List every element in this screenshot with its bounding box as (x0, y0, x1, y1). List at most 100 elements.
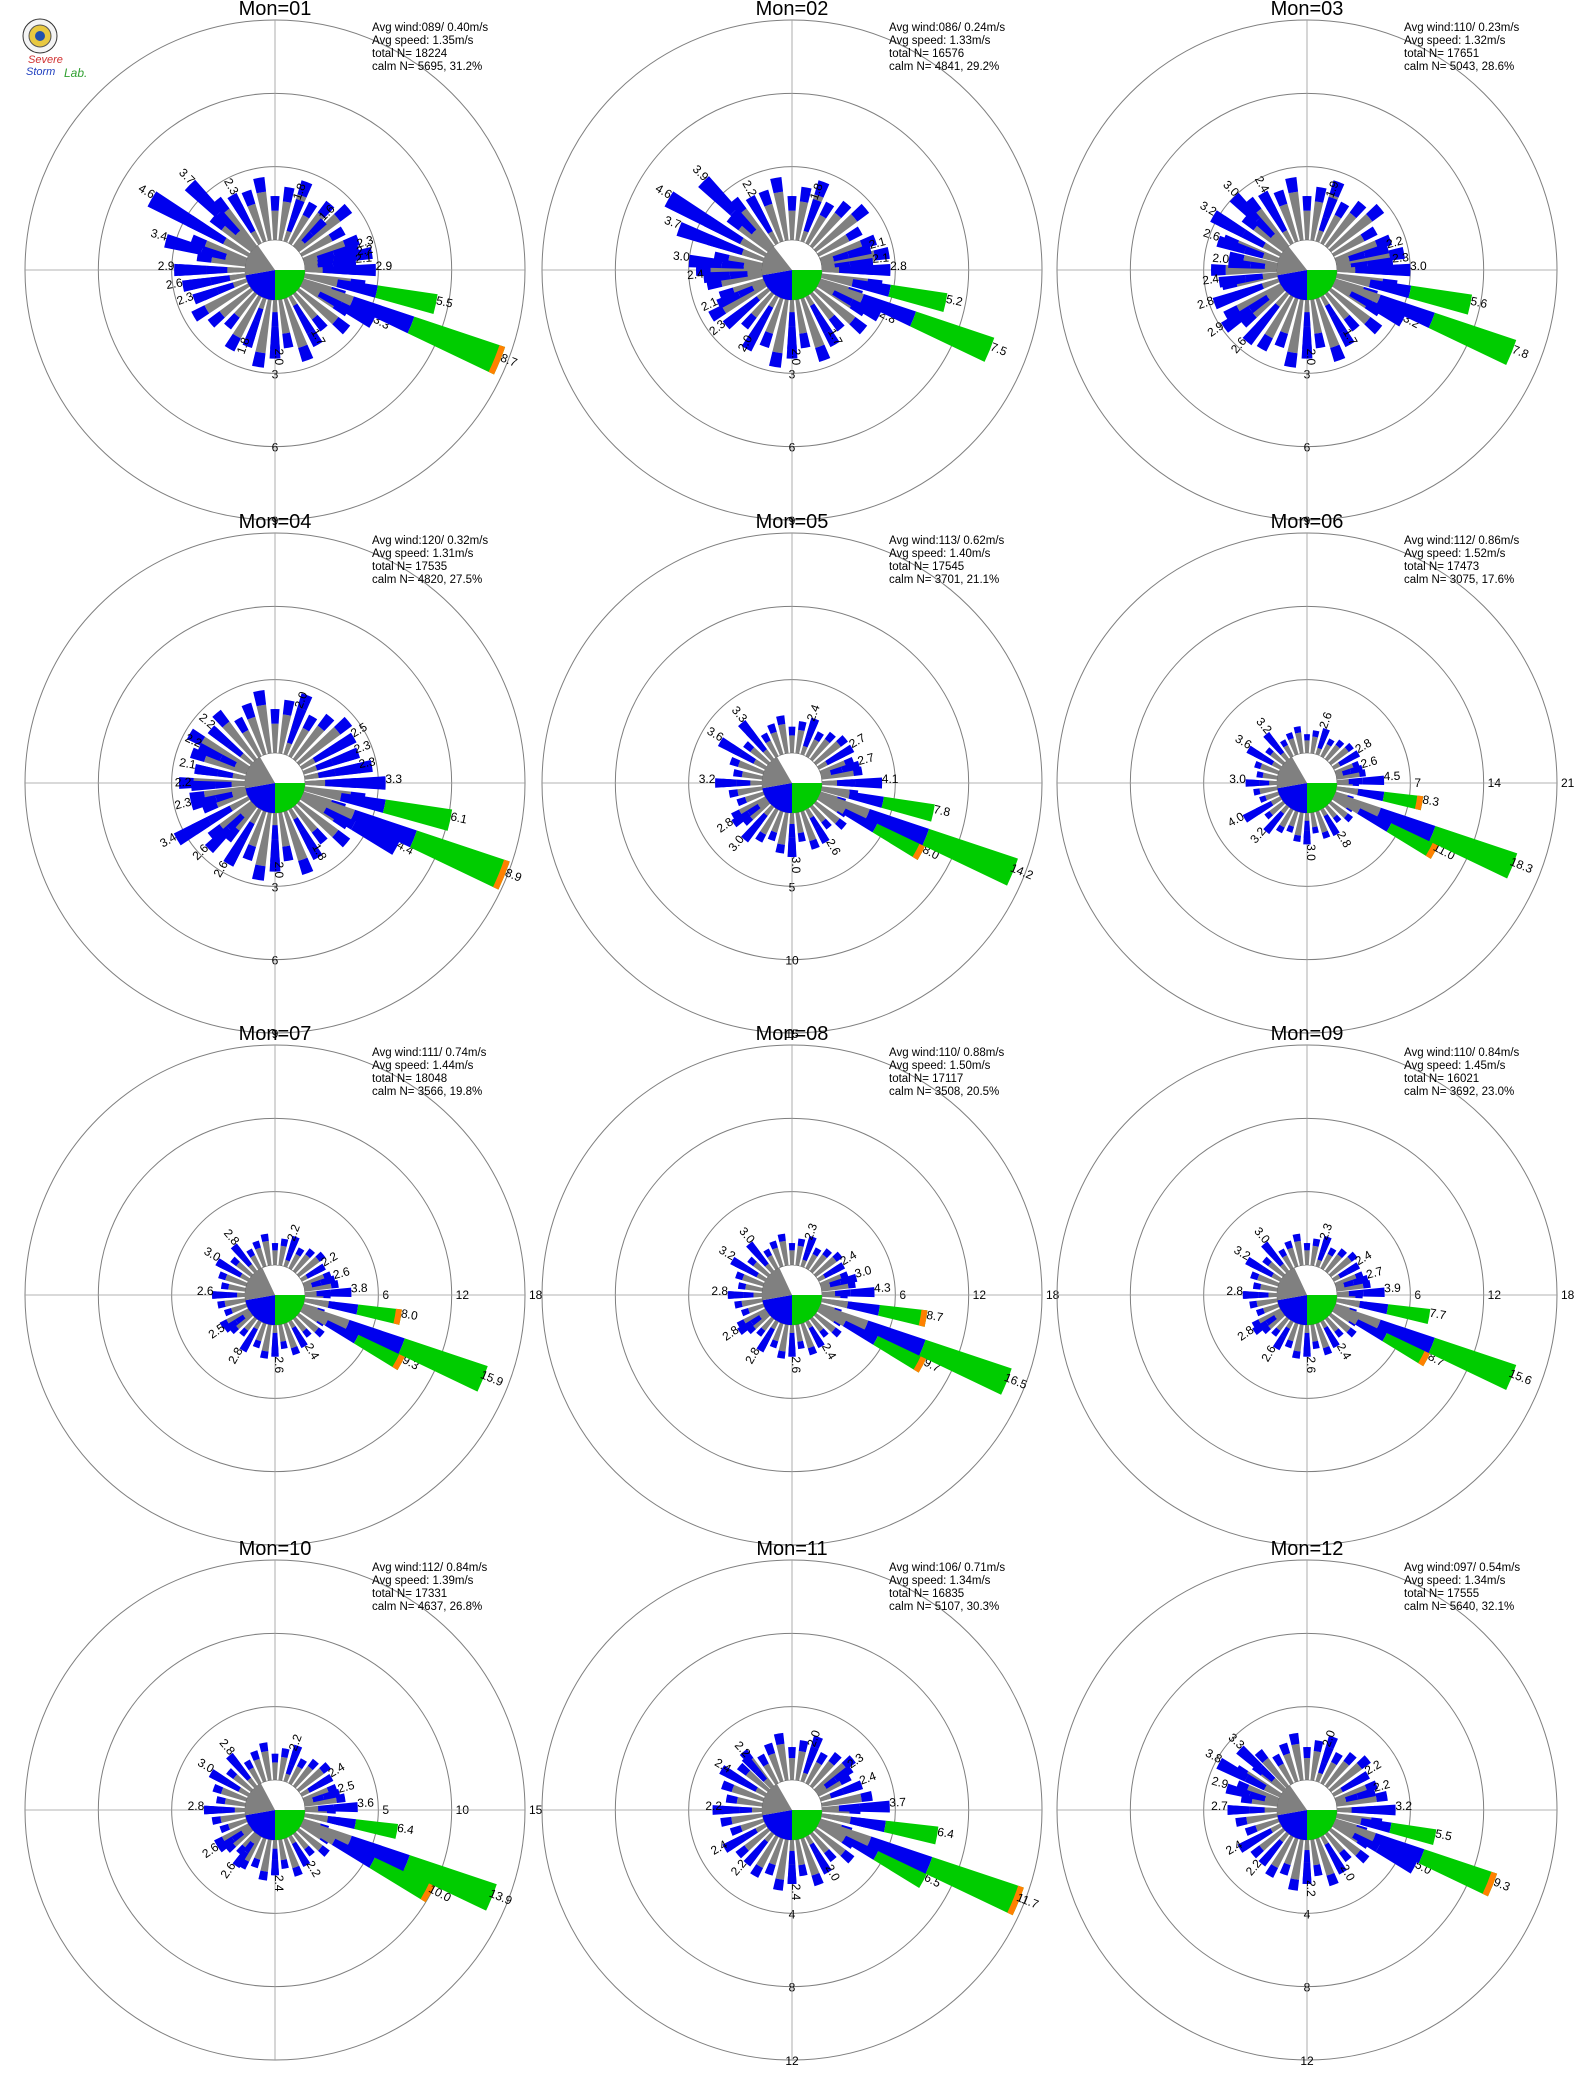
rose-spoke-tip (217, 1300, 226, 1309)
rose-spoke (1295, 732, 1304, 754)
rose-bar-blue (1250, 261, 1266, 269)
rose-bar-gray (820, 1282, 831, 1290)
rose-bar-label: 2.3 (1316, 1221, 1335, 1242)
rose-bar-blue (1317, 1251, 1326, 1262)
rose-spoke (1254, 208, 1290, 249)
rose-bar-blue (192, 219, 227, 245)
rose-spoke (1279, 203, 1299, 243)
rose-spoke-tip (207, 311, 225, 328)
avg-speed-text: Avg speed: 1.34m/s (889, 1575, 991, 1587)
rose-spoke (1310, 1245, 1319, 1266)
rose-bar-blue (1265, 1315, 1277, 1326)
rose-spoke (1263, 1303, 1280, 1314)
rose-bar-outer (1429, 825, 1518, 879)
rose-bar-blue (757, 1254, 769, 1267)
rose-bar-blue (327, 1301, 359, 1315)
avg-wind-text: Avg wind:106/ 0.71m/s (889, 1562, 1005, 1574)
rose-spoke-tip (755, 831, 767, 843)
rose-bar-blue (317, 290, 343, 309)
wind-rose-panel: 3692.93.44.63.72.32.22.12.95.53.38.72.32… (24, 0, 526, 528)
rose-bar-gray (1315, 747, 1322, 756)
rose-spoke-tip (298, 857, 314, 876)
calm-pie-gray (761, 1784, 792, 1816)
rose-bar-gray (817, 795, 846, 815)
rose-bar-label: 2.4 (789, 1884, 803, 1901)
rose-bar-outer (1345, 1262, 1361, 1275)
rose-bar-blue (847, 1301, 880, 1316)
rose-bar-orange (1007, 1885, 1024, 1916)
rose-bar-gray (1270, 233, 1288, 251)
rose-spoke (805, 1253, 818, 1270)
rose-spoke (775, 1839, 789, 1880)
rose-spoke-tip (1374, 234, 1393, 249)
rose-bar-gray (253, 1320, 262, 1330)
rose-bar-label: 7.8 (932, 802, 952, 819)
rose-bar-outer (1362, 1287, 1385, 1298)
rose-spoke-tip (815, 344, 831, 363)
rose-bar-outer (1377, 263, 1411, 277)
rose-spoke-tip (328, 226, 346, 242)
rose-bar-blue (215, 781, 232, 789)
rose-bar-label: 3.0 (736, 1224, 758, 1246)
rose-bar-label: 2.6 (789, 1356, 803, 1373)
rose-bar-gray (819, 1304, 869, 1330)
panel-title: Mon=07 (239, 1023, 312, 1045)
rose-bar-outer (1329, 1851, 1344, 1870)
rose-bar-gray (1320, 1320, 1328, 1329)
rose-bar-gray (741, 249, 765, 262)
rose-spoke-tip (333, 203, 353, 222)
rose-spoke (1320, 214, 1342, 245)
rose-bar-outer (1302, 1862, 1312, 1881)
rose-spoke (809, 212, 842, 249)
rose-spoke (255, 1247, 267, 1268)
rose-bar-gray (303, 1797, 314, 1805)
rose-spoke-tip (729, 196, 747, 215)
rose-bar-blue (788, 1850, 796, 1865)
rose-spoke (737, 760, 765, 775)
rose-spoke (302, 1274, 325, 1287)
rose-bar-outer (1258, 190, 1280, 219)
rose-bar-label: 2.8 (217, 1736, 239, 1758)
rose-bar-blue (836, 779, 856, 787)
rose-bar-outer (806, 1746, 819, 1764)
rose-spoke (1304, 1250, 1310, 1266)
rose-bar-outer (1303, 1342, 1311, 1357)
rose-spoke (296, 287, 339, 325)
rose-bar-label: 7.5 (988, 340, 1009, 359)
rose-spoke-tip (1313, 1864, 1323, 1877)
rose-spoke (779, 1240, 789, 1266)
rose-bar-label: 4.5 (1383, 769, 1400, 784)
rose-bar-outer (814, 825, 830, 844)
rose-spoke-tip (769, 351, 783, 368)
panel-title: Mon=09 (1271, 1023, 1344, 1045)
rose-bar-blue (823, 1776, 838, 1789)
rose-spoke-tip (797, 1238, 806, 1247)
rose-spoke-tip (212, 1784, 224, 1794)
rose-bar-label: 2.0 (292, 689, 311, 710)
rose-bar-label: 6.4 (936, 1825, 955, 1842)
rose-bar-gray (225, 253, 247, 265)
rose-spoke (736, 1797, 763, 1807)
rose-spoke-tip (840, 1849, 855, 1864)
rose-bar-blue (210, 275, 231, 286)
rose-spoke-tip (760, 732, 771, 744)
rose-bar-gray (272, 812, 278, 826)
rose-bar-gray (1286, 1320, 1294, 1329)
rose-bar-label: 2.2 (705, 1799, 722, 1813)
rose-bar-gray (1264, 263, 1278, 270)
rose-bar-gray (288, 1320, 296, 1329)
rose-bar-outer (1228, 258, 1251, 269)
rose-spoke (278, 1245, 287, 1266)
rose-spoke (1291, 1743, 1304, 1781)
rose-spoke-tip (189, 747, 208, 762)
rose-bar-gray (1320, 808, 1328, 817)
rose-bar-blue (271, 312, 279, 327)
rose-bar-label: 2.3 (173, 795, 193, 813)
ring-label: 18 (529, 1288, 543, 1302)
rose-spoke-tip (736, 1762, 751, 1776)
rose-spoke-tip (1239, 311, 1257, 328)
rose-bar-blue (285, 1252, 293, 1262)
rose-bar-outer (1242, 806, 1263, 823)
rose-spoke-tip (1284, 1240, 1293, 1250)
rose-bar-blue (1348, 1289, 1364, 1297)
